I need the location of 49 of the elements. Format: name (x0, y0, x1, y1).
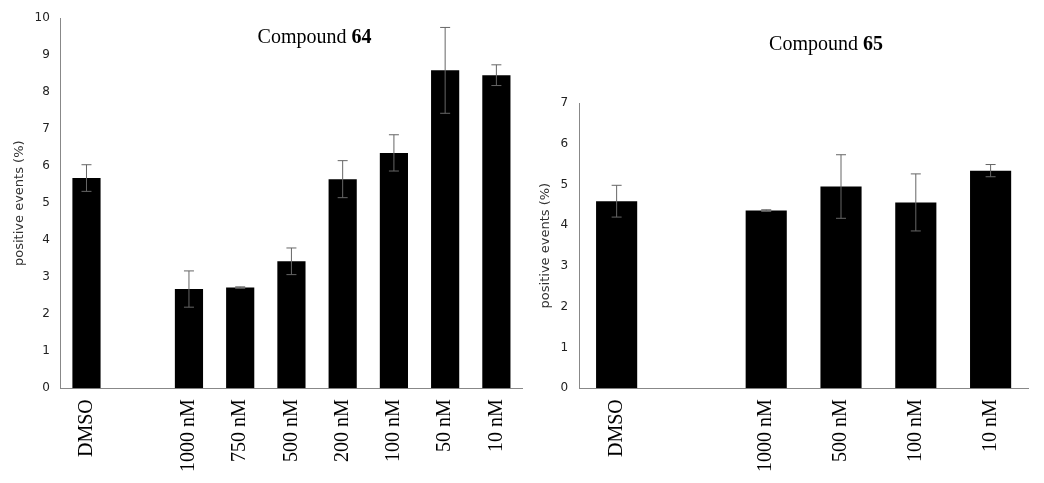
x-tick-label: 10 nM (977, 399, 1000, 453)
y-tick-label: 2 (560, 298, 569, 313)
bar (431, 70, 460, 389)
y-tick-label: 3 (560, 258, 569, 273)
bar (745, 210, 787, 389)
bar (482, 75, 511, 389)
y-tick-label: 0 (560, 380, 569, 395)
y-tick-label: 1 (560, 339, 569, 354)
bar (895, 202, 937, 389)
x-tick-label: 50 nM (432, 399, 455, 453)
x-tick-label: 500 nM (278, 399, 301, 463)
y-tick-label: 4 (42, 232, 50, 247)
y-tick-label: 10 (34, 10, 50, 25)
y-tick-label: 3 (42, 269, 50, 284)
x-tick-label: DMSO (603, 399, 626, 458)
bar (820, 186, 862, 389)
y-tick-label: 0 (42, 380, 50, 395)
y-tick-label: 8 (42, 84, 50, 99)
x-tick-label: 1000 nM (176, 399, 199, 473)
bar (379, 152, 408, 389)
bar (226, 287, 255, 389)
y-axis-title: positive events (%) (11, 140, 27, 266)
y-tick-label: 4 (560, 217, 569, 232)
x-tick-label: 750 nM (227, 399, 250, 463)
chart-title: Compound 64 (257, 25, 372, 49)
bar (174, 289, 204, 389)
y-tick-label: 7 (42, 121, 50, 136)
y-tick-label: 5 (42, 195, 50, 210)
bar (328, 179, 357, 389)
x-tick-label: DMSO (73, 399, 96, 458)
y-axis-title: positive events (%) (537, 182, 553, 309)
bar (596, 201, 638, 389)
x-tick-label: 200 nM (329, 399, 352, 463)
x-tick-label: 1000 nM (753, 399, 776, 473)
x-tick-label: 500 nM (828, 399, 851, 463)
y-tick-label: 6 (42, 158, 50, 173)
y-tick-label: 6 (560, 135, 569, 150)
x-tick-label: 100 nM (381, 399, 404, 463)
bar (970, 170, 1012, 389)
bar (277, 261, 306, 389)
x-tick-label: 10 nM (483, 399, 506, 453)
x-tick-label: 100 nM (903, 399, 926, 463)
y-tick-label: 5 (560, 176, 569, 191)
y-tick-label: 1 (42, 343, 50, 358)
bar (72, 178, 101, 389)
chart-title: Compound 65 (769, 32, 883, 56)
y-tick-label: 9 (42, 47, 50, 62)
y-tick-label: 7 (560, 95, 569, 110)
y-tick-label: 2 (42, 306, 50, 321)
